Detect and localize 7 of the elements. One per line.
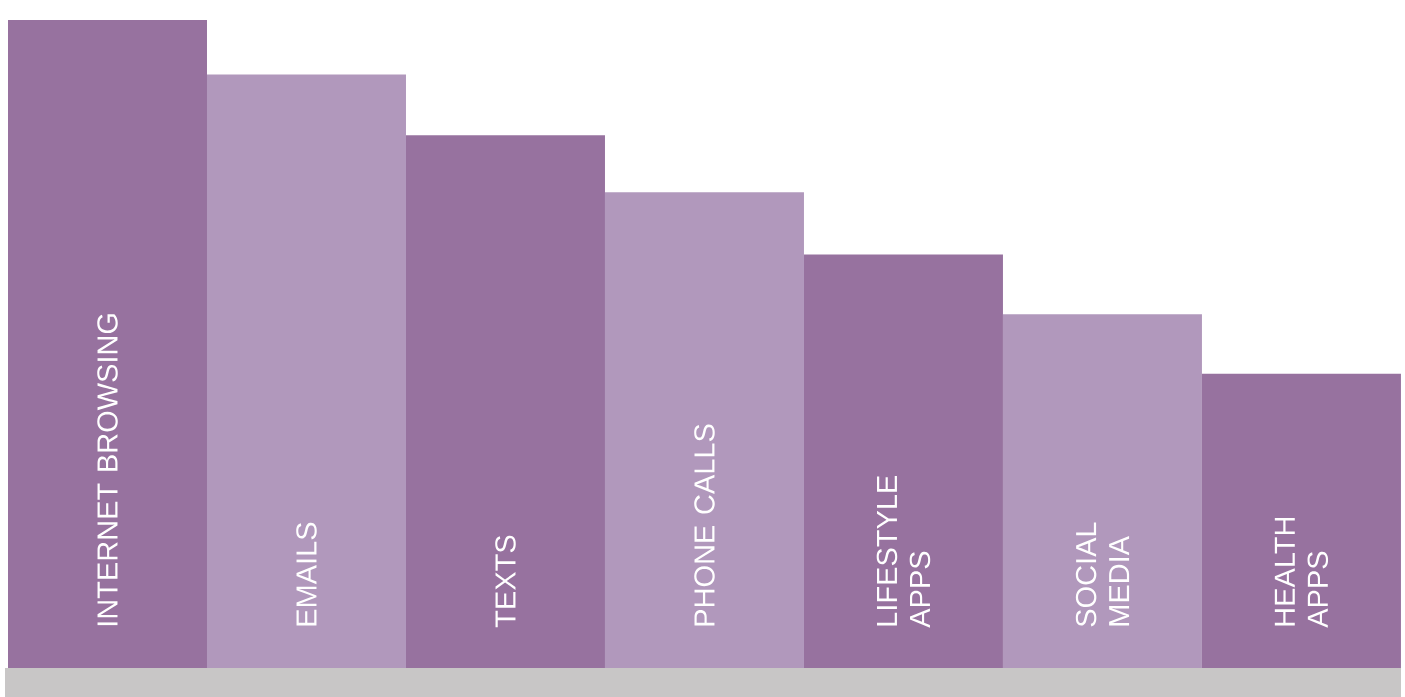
x-tick-label: INTERNET BROWSING <box>97 314 118 626</box>
x-tick-label: TEXTS <box>495 535 516 628</box>
x-tick-label: LIFESTYLE APPS <box>876 475 931 628</box>
x-tick-label: PHONE CALLS <box>694 424 715 626</box>
x-tick-label: SOCIAL MEDIA <box>1075 522 1130 627</box>
x-tick-label: HEALTH APPS <box>1274 517 1329 628</box>
x-tick-label: EMAILS <box>296 522 317 626</box>
